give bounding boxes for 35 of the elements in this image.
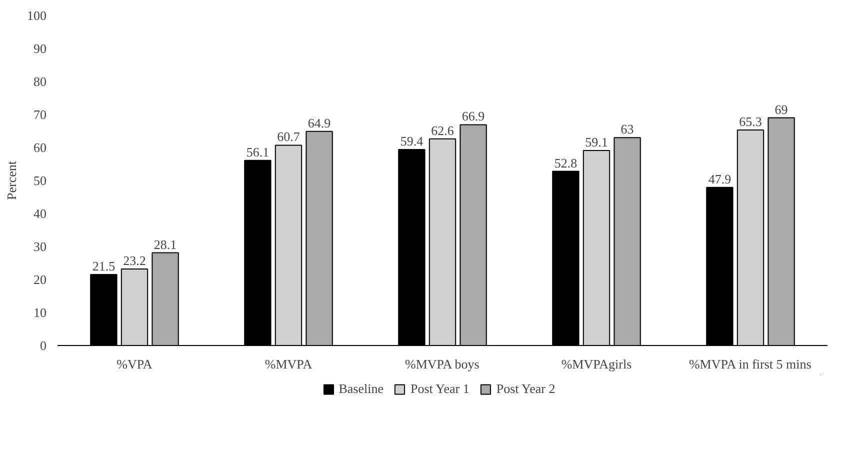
y-axis-title: Percent — [4, 160, 19, 200]
y-tick-label: 60 — [34, 140, 46, 155]
data-label: 59.1 — [585, 134, 608, 150]
y-tick-label: 30 — [34, 239, 46, 254]
y-tick-label: 90 — [34, 41, 46, 56]
y-tick-label: 80 — [34, 74, 46, 89]
y-tick-label: 10 — [34, 305, 46, 320]
legend-label: Baseline — [338, 381, 384, 397]
data-label: 47.9 — [708, 171, 732, 186]
data-label: 65.3 — [739, 114, 762, 130]
data-label: 60.7 — [277, 129, 300, 144]
data-label: 69 — [774, 102, 788, 117]
data-label: 52.8 — [554, 155, 578, 170]
y-tick-label: 0 — [40, 338, 46, 353]
y-tick-label: 70 — [34, 107, 46, 122]
data-label: 28.1 — [154, 236, 177, 252]
y-tick-label: 50 — [34, 173, 46, 188]
x-tick-label: %MVPAgirls — [561, 356, 632, 372]
data-label: 64.9 — [308, 115, 331, 130]
y-tick-label: 100 — [27, 8, 46, 23]
x-tick-label: %MVPA boys — [404, 356, 480, 372]
x-tick-label: %MVPA in first 5 mins — [688, 356, 812, 372]
x-tick-label: %VPA — [116, 356, 153, 372]
data-label: 56.1 — [246, 144, 270, 160]
x-tick-label: %MVPA — [264, 356, 313, 372]
y-tick-label: 40 — [34, 206, 46, 221]
data-label: 66.9 — [462, 108, 485, 124]
data-label: 63 — [620, 122, 634, 137]
data-label: 23.2 — [123, 252, 146, 268]
data-label: 62.6 — [431, 122, 454, 138]
data-label: 21.5 — [92, 258, 116, 274]
data-label: 59.4 — [400, 133, 424, 148]
legend-label: Post Year 2 — [496, 381, 556, 397]
y-tick-label: 20 — [34, 272, 46, 287]
legend-label: Post Year 1 — [410, 381, 470, 397]
